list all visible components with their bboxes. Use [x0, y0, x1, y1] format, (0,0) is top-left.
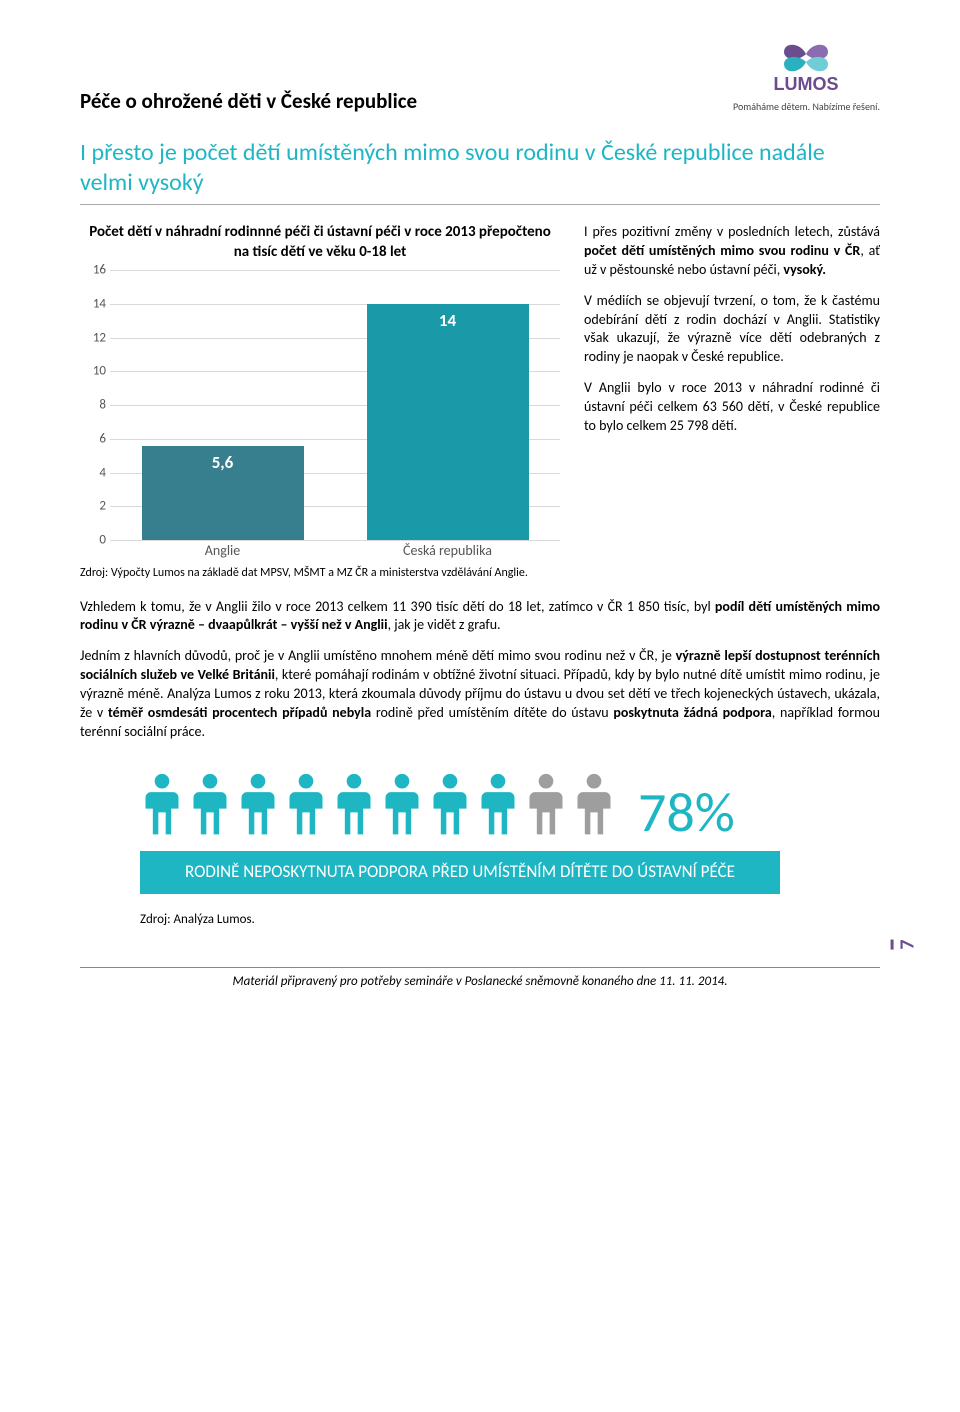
person-icon	[524, 762, 568, 853]
logo-text: LUMOS	[774, 74, 839, 94]
y-tick-label: 4	[82, 465, 106, 480]
header: Péče o ohrožené děti v České republice L…	[80, 40, 880, 114]
bar: 14	[367, 304, 529, 540]
y-tick-label: 10	[82, 364, 106, 379]
body-p1: Vzhledem k tomu, že v Anglii žilo v roce…	[80, 598, 880, 636]
logo: LUMOS Pomáháme dětem. Nabízíme řešení.	[733, 40, 880, 113]
lumos-logo-icon: LUMOS	[751, 40, 861, 98]
page: Péče o ohrožené děti v České republice L…	[0, 0, 960, 1019]
person-icon	[188, 762, 232, 853]
bar-chart: 02468101214165,614 AnglieČeská republika	[110, 270, 560, 560]
chart-column: Počet dětí v náhradní rodinnné péči či ú…	[80, 223, 560, 582]
page-number: 7	[890, 939, 919, 949]
chart-and-text-row: Počet dětí v náhradní rodinnné péči či ú…	[80, 223, 880, 582]
y-tick-label: 12	[82, 330, 106, 345]
side-text: I přes pozitivní změny v posledních lete…	[584, 223, 880, 448]
person-icon	[428, 762, 472, 853]
body-p2: Jedním z hlavních důvodů, proč je v Angl…	[80, 647, 880, 741]
bar-value-label: 5,6	[142, 452, 304, 473]
gridline	[110, 270, 560, 271]
y-tick-label: 6	[82, 431, 106, 446]
side-p1: I přes pozitivní změny v posledních lete…	[584, 223, 880, 280]
document-title: Péče o ohrožené děti v České republice	[80, 40, 417, 114]
footer: Materiál připravený pro potřeby semináře…	[80, 967, 880, 989]
person-icon	[572, 762, 616, 853]
person-icon	[140, 762, 184, 853]
bar-value-label: 14	[367, 310, 529, 331]
y-tick-label: 16	[82, 263, 106, 278]
y-tick-label: 0	[82, 533, 106, 548]
bar: 5,6	[142, 446, 304, 541]
infographic-banner: RODINĚ NEPOSKYTNUTA PODPORA PŘED UMÍSTĚN…	[140, 851, 780, 894]
person-icon	[284, 762, 328, 853]
infographic-source: Zdroj: Analýza Lumos.	[140, 912, 880, 927]
side-p2: V médiích se objevují tvrzení, o tom, že…	[584, 292, 880, 368]
percent-label: 78%	[638, 785, 735, 853]
y-tick-label: 8	[82, 398, 106, 413]
infographic: 78% RODINĚ NEPOSKYTNUTA PODPORA PŘED UMÍ…	[140, 762, 780, 894]
section-subheading: I přesto je počet dětí umístěných mimo s…	[80, 138, 880, 205]
y-tick-label: 2	[82, 499, 106, 514]
logo-tagline: Pomáháme dětem. Nabízíme řešení.	[733, 100, 880, 113]
person-icon	[236, 762, 280, 853]
people-row: 78%	[140, 762, 780, 853]
chart-source: Zdroj: Výpočty Lumos na základě dat MPSV…	[80, 566, 560, 582]
person-icon	[380, 762, 424, 853]
x-tick-label: Česká republika	[335, 540, 560, 560]
person-icon	[476, 762, 520, 853]
y-tick-label: 14	[82, 296, 106, 311]
body-text: Vzhledem k tomu, že v Anglii žilo v roce…	[80, 598, 880, 742]
chart-title: Počet dětí v náhradní rodinnné péči či ú…	[80, 223, 560, 262]
person-icon	[332, 762, 376, 853]
x-tick-label: Anglie	[110, 540, 335, 560]
side-p3: V Anglii bylo v roce 2013 v náhradní rod…	[584, 379, 880, 436]
